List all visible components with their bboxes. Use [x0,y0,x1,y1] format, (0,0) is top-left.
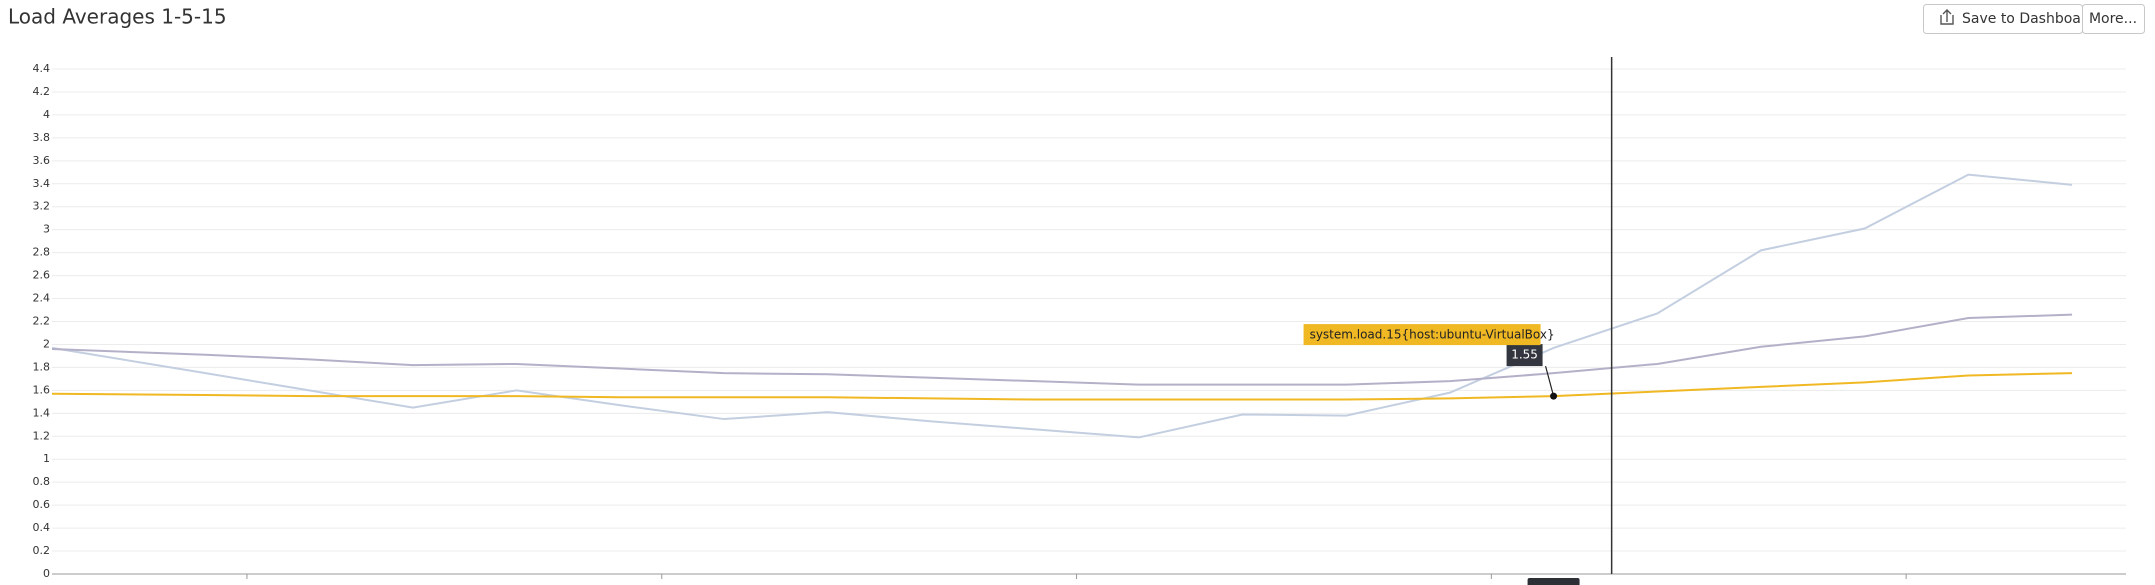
y-tick-label: 0.8 [33,475,51,488]
series-line [51,173,2073,439]
y-tick-label: 2 [43,337,50,350]
y-tick-label: 1 [43,452,50,465]
tooltip-name-box [1303,324,1541,346]
y-tick-label: 1.6 [33,383,51,396]
y-tick-label: 3.6 [33,154,51,167]
y-tick-label: 0.6 [33,498,51,511]
y-tick-label: 3.8 [33,131,51,144]
y-tick-label: 0.4 [33,521,51,534]
more-button[interactable] [2082,4,2145,34]
y-tick-label: 3 [43,223,50,236]
y-tick-label: 2.4 [33,292,51,305]
y-tick-label: 1.8 [33,360,51,373]
export-icon [1940,9,1954,25]
x-tick-label: 02:50 [231,583,263,585]
hover-point [1550,392,1558,400]
y-tick-label: 2.2 [33,315,51,328]
tooltip-pointer [1545,365,1555,397]
y-tick-label: 0.2 [33,544,51,557]
y-tick-label: 4 [43,108,50,121]
series-line [51,372,2073,401]
save-button-label[interactable]: Save to Dashboard [1962,11,2095,27]
x-tick-label: 02:51 [646,583,678,585]
chart-title: Load Averages 1-5-15 [8,5,227,29]
y-tick-label: 2.6 [33,269,51,282]
x-tick-label: 02:52 [1061,583,1093,585]
y-tick-label: 1.4 [33,406,51,419]
y-tick-label: 3.2 [33,200,51,213]
tooltip-value-box [1506,344,1543,367]
y-tick-label: 0 [43,567,50,580]
x-tick-label: 02:53 [1476,583,1508,585]
cursor-time-box [1527,578,1580,585]
tooltip-name: system.load.15{host:ubuntu-VirtualBox} [1310,328,1555,342]
y-tick-label: 4.4 [33,62,51,75]
y-tick-label: 4.2 [33,85,51,98]
x-tick-label: 02:54 [1890,583,1922,585]
more-button-label[interactable]: More... [2089,11,2137,27]
y-tick-label: 1.2 [33,429,51,442]
tooltip-value: 1.55 [1511,348,1538,362]
series-line [51,313,2073,386]
y-tick-label: 2.8 [33,246,51,259]
y-tick-label: 3.4 [33,177,51,190]
